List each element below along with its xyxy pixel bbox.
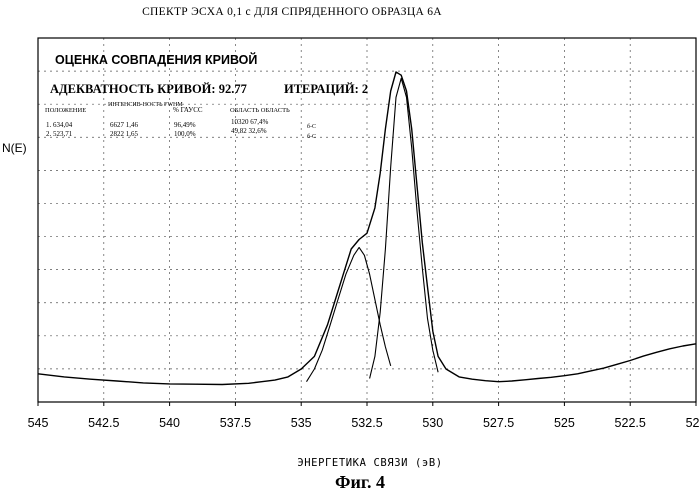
fit-row-1: 1. 634,04 6627 1,46 96,49% 10320 67,4% б… <box>46 118 316 130</box>
x-tick-label: 532.5 <box>351 416 382 430</box>
row-2-gauss: 100,0% <box>174 130 196 138</box>
row-1-area: 10320 67,4% <box>231 118 269 126</box>
y-axis-label: N(E) <box>2 141 27 155</box>
row-1-position: 1. 634,04 <box>46 121 73 129</box>
x-tick-label: 527.5 <box>483 416 514 430</box>
fit-quality: АДЕКВАТНОСТЬ КРИВОЙ: 92.77 <box>50 82 247 96</box>
x-ticks: 545 542.5 540 537.5 535 532.5 530 527.5 525 522.5… <box>28 402 700 430</box>
row-2-position: 2. 523,71 <box>46 130 73 138</box>
iterations: ИТЕРАЦИЙ: 2 <box>284 82 368 96</box>
chart-title: СПЕКТР ЭСХА 0,1 с ДЛЯ СПРЯДЕННОГО ОБРАЗЦ… <box>142 6 442 18</box>
figure-caption: Фиг. 4 <box>335 472 385 492</box>
row-1-gauss: 96,49% <box>174 121 196 129</box>
x-tick-label: 542.5 <box>88 416 119 430</box>
x-axis-label: ЭНЕРГЕТИКА СВЯЗИ (эВ) <box>297 457 442 469</box>
series-component-1-line <box>307 247 391 381</box>
x-tick-label: 540 <box>159 416 180 430</box>
fit-box-title: ОЦЕНКА СОВПАДЕНИЯ КРИВОЙ <box>55 52 257 67</box>
x-tick-label: 535 <box>291 416 312 430</box>
x-tick-label: 522.5 <box>615 416 646 430</box>
row-2-intensity: 2822 1,65 <box>110 130 139 138</box>
x-tick-label: 525 <box>554 416 575 430</box>
col-gauss: % ГАУСС <box>173 106 203 114</box>
row-1-intensity: 6627 1,46 <box>110 121 139 129</box>
series-layer <box>38 72 696 385</box>
col-position: ПОЛОЖЕНИЕ <box>45 107 86 114</box>
col-area: ОБЛАСТЬ ОБЛАСТЬ <box>230 107 290 114</box>
x-tick-label: 537.5 <box>220 416 251 430</box>
series-component-2-line <box>370 78 439 378</box>
row-1-type: б-С <box>307 123 316 130</box>
x-tick-label: 520 <box>686 416 700 430</box>
series-envelope-line <box>38 72 696 385</box>
row-2-type: б-С <box>307 133 316 140</box>
row-2-area: 49,82 32,6% <box>231 127 267 135</box>
x-tick-label: 545 <box>28 416 49 430</box>
x-tick-label: 530 <box>422 416 443 430</box>
